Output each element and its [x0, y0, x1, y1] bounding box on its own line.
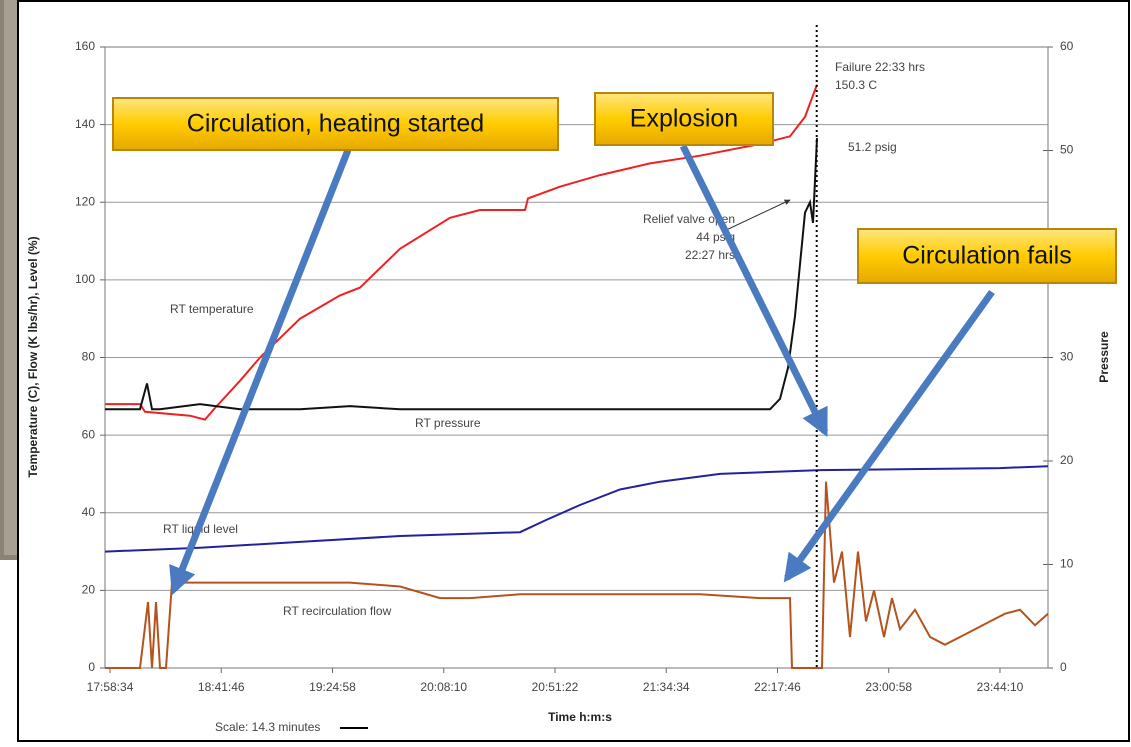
x-tick-label: 23:00:58	[865, 680, 912, 694]
annotation: 51.2 psig	[848, 140, 897, 154]
y-axis-title: Temperature (C), Flow (K lbs/hr), Level …	[26, 236, 40, 477]
callout-text: Circulation, heating started	[187, 110, 484, 138]
x-axis-title: Time h:m:s	[548, 710, 612, 724]
x-tick-label: 21:34:34	[643, 680, 690, 694]
annotation: 150.3 C	[835, 78, 877, 92]
y-tick-label: 80	[82, 350, 96, 364]
x-tick-label: 20:08:10	[420, 680, 467, 694]
y2-axis-title: Pressure	[1097, 331, 1111, 383]
y-tick-label: 0	[88, 660, 95, 674]
y-tick-label: 160	[75, 39, 95, 53]
y2-tick-label: 60	[1060, 39, 1074, 53]
series-label: RT temperature	[170, 302, 254, 316]
y2-tick-label: 50	[1060, 143, 1074, 157]
annotation: Failure 22:33 hrs	[835, 60, 925, 74]
y-tick-label: 20	[82, 583, 96, 597]
x-tick-label: 23:44:10	[977, 680, 1024, 694]
y-tick-label: 120	[75, 194, 95, 208]
y2-tick-label: 20	[1060, 453, 1074, 467]
x-tick-label: 18:41:46	[198, 680, 245, 694]
x-tick-label: 17:58:34	[87, 680, 134, 694]
y2-tick-label: 10	[1060, 557, 1074, 571]
y-tick-label: 60	[82, 427, 96, 441]
x-tick-label: 22:17:46	[754, 680, 801, 694]
callout-text: Circulation fails	[902, 242, 1072, 270]
y-tick-label: 140	[75, 117, 95, 131]
series-label: RT pressure	[415, 416, 481, 430]
y-tick-label: 40	[82, 505, 96, 519]
x-tick-label: 19:24:58	[309, 680, 356, 694]
series-label: RT recirculation flow	[283, 604, 392, 618]
y-tick-label: 100	[75, 272, 95, 286]
annotation: 22:27 hrs	[685, 248, 735, 262]
scale-note: Scale: 14.3 minutes	[215, 720, 320, 734]
x-tick-label: 20:51:22	[532, 680, 579, 694]
y2-tick-label: 0	[1060, 660, 1067, 674]
y2-tick-label: 30	[1060, 350, 1074, 364]
chart: Temperature (C), Flow (K lbs/hr), Level …	[0, 0, 1131, 742]
callout-text: Explosion	[630, 105, 738, 133]
